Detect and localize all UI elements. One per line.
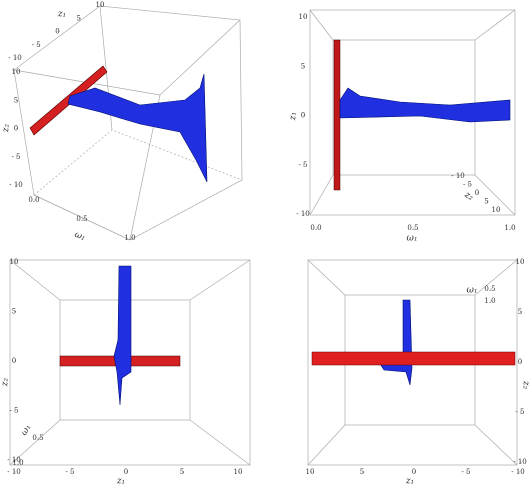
axis-label: z₂ [521, 380, 530, 390]
tick-label: 0 [518, 358, 522, 366]
axis-label: ω₁ [407, 234, 418, 244]
tick-label: 0.5 [76, 215, 87, 223]
tick-label: 1.0 [484, 297, 495, 305]
tick-label: - 10 [451, 172, 465, 180]
tick-label: 5 [180, 468, 184, 476]
tick-label: 10 [492, 206, 501, 214]
tick-label: - 10 [7, 468, 21, 476]
axis-label: z₂ [462, 190, 475, 204]
tick-label: 0 [412, 468, 416, 476]
tick-label: 10 [516, 258, 525, 266]
axis-label: z₂ [2, 123, 12, 133]
tick-label: 0.5 [484, 285, 495, 293]
axis-label: ω₁ [19, 423, 33, 437]
tick-label: 1.0 [504, 224, 515, 232]
axis-label: z₁ [405, 477, 414, 486]
tick-label: 0.0 [28, 196, 39, 204]
axis-label: z₁ [289, 112, 299, 121]
red-surface [29, 65, 108, 136]
tick-label: 5 [12, 308, 16, 316]
tick-label: 0 [475, 189, 479, 197]
red-surface [333, 39, 341, 191]
tick-label: 0 [14, 125, 18, 133]
tick-label: 0.5 [32, 434, 43, 442]
blue-surface [113, 265, 132, 406]
tick-label: - 5 [32, 41, 41, 49]
axis-label: ω₁ [73, 230, 87, 243]
tick-label: - 10 [296, 210, 310, 218]
tick-label: - 5 [65, 468, 74, 476]
tick-label: 5 [484, 198, 488, 206]
tick-label: 10 [234, 468, 243, 476]
blue-surface [339, 87, 511, 123]
tick-label: - 5 [298, 161, 307, 169]
axis-label: z₂ [1, 377, 11, 387]
tick-label: 10 [306, 468, 315, 476]
tick-label: - 5 [515, 408, 524, 416]
tick-label: 0.5 [407, 224, 418, 232]
tick-label: 10 [96, 1, 105, 9]
tick-label: 0.0 [310, 224, 321, 232]
blue-surface [379, 299, 413, 386]
tick-label: 1.0 [124, 234, 135, 242]
blue-surface [67, 73, 208, 183]
tick-label: - 5 [11, 153, 20, 161]
tick-label: 0 [124, 468, 128, 476]
tick-label: - 10 [513, 458, 527, 466]
tick-label: 10 [10, 258, 19, 266]
tick-label: - 10 [511, 468, 525, 476]
tick-label: 5 [518, 308, 522, 316]
axis-label: z₁ [57, 10, 66, 20]
axis-label: z₁ [116, 477, 125, 486]
tick-label: 5 [14, 96, 18, 104]
tick-label: 0 [55, 28, 59, 36]
tick-label: 1.0 [12, 459, 23, 467]
tick-label: - 10 [8, 54, 22, 62]
tick-label: 10 [12, 68, 21, 76]
tick-label: 5 [301, 62, 305, 70]
tick-label: 10 [299, 13, 308, 21]
tick-label: 5 [360, 468, 364, 476]
tick-label: - 5 [9, 407, 18, 415]
tick-label: - 5 [461, 468, 470, 476]
tick-label: - 10 [9, 181, 23, 189]
tick-label: - 10 [7, 456, 21, 464]
red-surface [311, 351, 516, 366]
tick-label: 0 [12, 357, 16, 365]
tick-label: - 5 [463, 181, 472, 189]
tick-label: 0 [301, 112, 305, 120]
tick-label: 5 [77, 14, 81, 22]
axis-label: ω₁ [467, 286, 478, 296]
